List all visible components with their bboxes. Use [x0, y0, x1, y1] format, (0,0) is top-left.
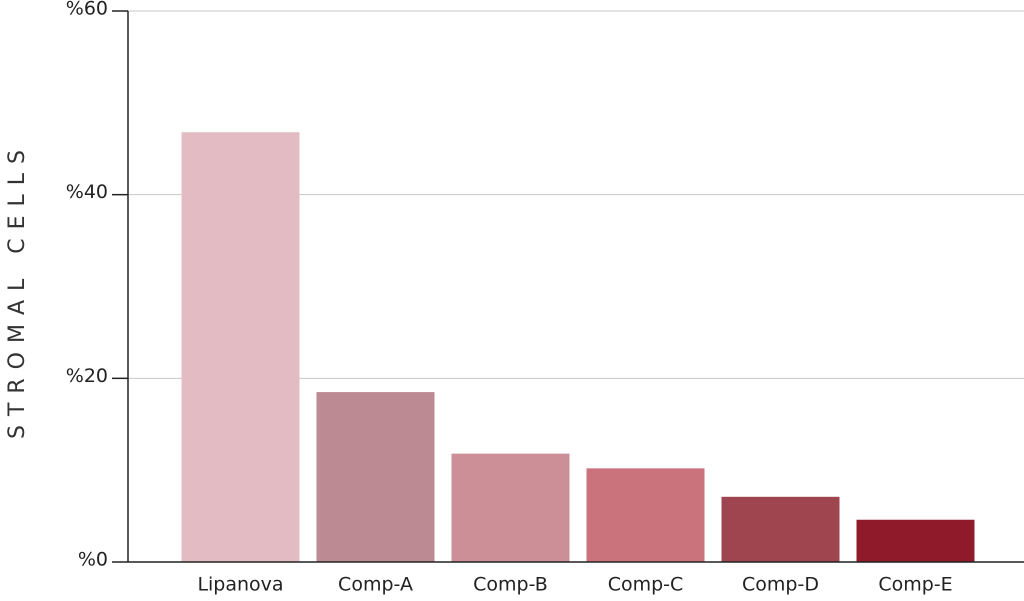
bar — [721, 496, 840, 562]
bar — [856, 519, 975, 562]
bar — [316, 392, 435, 562]
x-tick-label: Comp-A — [338, 574, 413, 596]
y-tick-label: %40 — [66, 181, 108, 203]
x-tick-label: Comp-D — [742, 574, 819, 596]
bar — [451, 453, 570, 562]
y-tick-label: %0 — [78, 549, 108, 571]
x-tick-label: Comp-B — [473, 574, 548, 596]
x-tick-label: Comp-E — [878, 574, 952, 596]
x-tick-label: Lipanova — [197, 574, 283, 596]
bar — [586, 468, 705, 562]
bar — [181, 132, 300, 562]
x-tick-label: Comp-C — [608, 574, 684, 596]
y-tick-label: %20 — [66, 365, 108, 387]
y-tick-label: %60 — [66, 0, 108, 20]
y-axis-title: STROMAL CELLS — [5, 141, 30, 439]
